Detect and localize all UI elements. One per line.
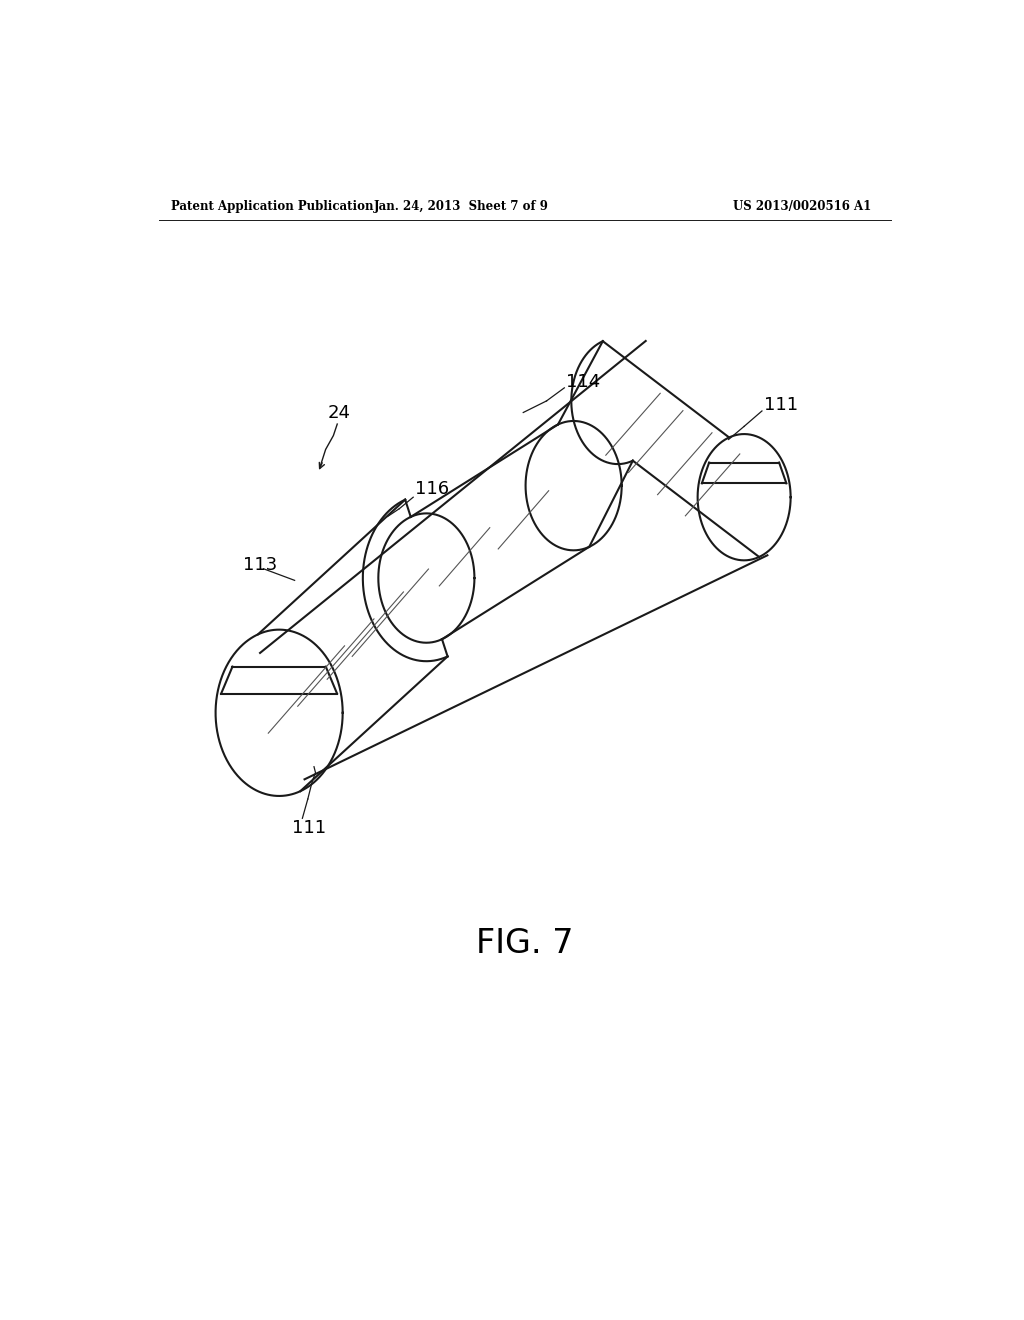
Text: 24: 24 [328, 404, 351, 421]
Text: 111: 111 [292, 820, 327, 837]
Text: Patent Application Publication: Patent Application Publication [171, 201, 373, 214]
Text: 114: 114 [566, 372, 600, 391]
Text: FIG. 7: FIG. 7 [476, 927, 573, 961]
Text: Jan. 24, 2013  Sheet 7 of 9: Jan. 24, 2013 Sheet 7 of 9 [374, 201, 549, 214]
Text: 111: 111 [764, 396, 798, 413]
Text: 113: 113 [243, 556, 276, 574]
Text: US 2013/0020516 A1: US 2013/0020516 A1 [733, 201, 871, 214]
Text: 116: 116 [415, 480, 449, 499]
